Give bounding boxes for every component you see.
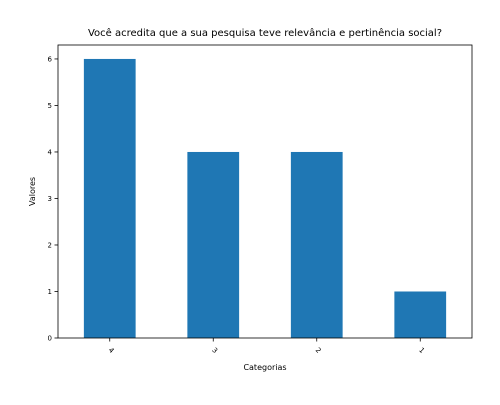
plot-frame: [57, 44, 473, 339]
y-tick-label: 3: [48, 195, 52, 203]
bar-2: [290, 151, 343, 338]
y-tick-label: 5: [48, 102, 52, 110]
x-tick-label: 3: [210, 346, 219, 355]
bar-4: [83, 58, 136, 338]
y-tick-label: 6: [48, 55, 53, 63]
y-tick-label: 4: [48, 148, 53, 156]
y-tick-label: 1: [48, 288, 52, 296]
bars-group: [83, 58, 447, 338]
x-tick-label: 2: [314, 346, 323, 355]
x-tick-label: 1: [417, 346, 426, 355]
x-axis-label: Categorias: [243, 363, 286, 372]
chart-title: Você acredita que a sua pesquisa teve re…: [88, 27, 442, 39]
bar-3: [187, 151, 240, 338]
x-tick-label: 4: [107, 346, 116, 355]
y-tick-label: 2: [48, 241, 52, 249]
y-axis-label: Valores: [28, 177, 37, 206]
x-axis-ticks: 4 3 2 1: [107, 338, 426, 355]
y-axis-ticks: 0 1 2 3 4 5 6: [48, 55, 58, 343]
y-tick-label: 0: [48, 335, 52, 343]
bar-1: [394, 291, 447, 338]
